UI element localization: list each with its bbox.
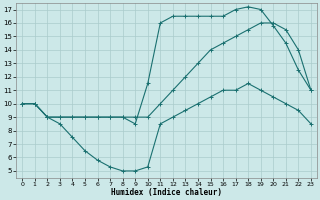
X-axis label: Humidex (Indice chaleur): Humidex (Indice chaleur) [111, 188, 222, 197]
